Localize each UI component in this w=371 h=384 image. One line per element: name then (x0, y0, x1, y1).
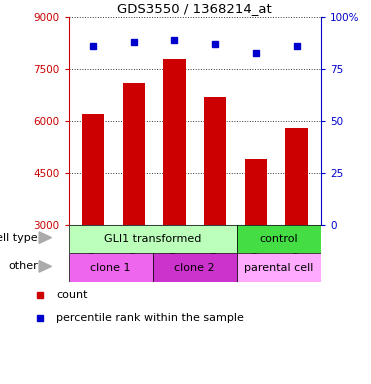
Text: parental cell: parental cell (244, 263, 313, 273)
Bar (69, 253, 153, 282)
Bar (153, 253, 237, 282)
Bar (204, 97, 226, 225)
Bar (237, 253, 321, 282)
Title: GDS3550 / 1368214_at: GDS3550 / 1368214_at (117, 2, 272, 15)
Bar (69, 225, 237, 253)
Polygon shape (39, 261, 52, 272)
Bar (82, 114, 104, 225)
Text: percentile rank within the sample: percentile rank within the sample (56, 313, 244, 323)
Text: control: control (260, 234, 298, 244)
Bar (285, 128, 308, 225)
Text: clone 2: clone 2 (174, 263, 215, 273)
Text: clone 1: clone 1 (91, 263, 131, 273)
Bar (237, 225, 321, 253)
Text: count: count (56, 290, 88, 300)
Bar (163, 59, 186, 225)
Text: other: other (8, 262, 38, 271)
Polygon shape (39, 232, 52, 243)
Bar (122, 83, 145, 225)
Bar (244, 159, 267, 225)
Text: cell type: cell type (0, 233, 38, 243)
Text: GLI1 transformed: GLI1 transformed (104, 234, 201, 244)
